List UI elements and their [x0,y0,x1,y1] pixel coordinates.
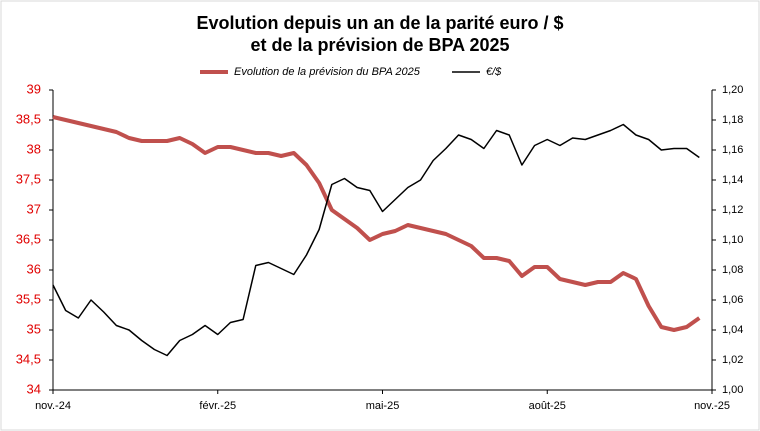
x-tick-label: nov.-24 [35,400,71,412]
x-tick-label: août-25 [529,400,566,412]
y2-tick-label: 1,16 [722,144,743,156]
x-tick-label: mai-25 [366,400,400,412]
y-tick-label: 39 [27,81,41,96]
chart-title: Evolution depuis un an de la parité euro… [196,13,563,33]
y-tick-label: 37 [27,201,41,216]
y2-tick-label: 1,18 [722,114,743,126]
y2-tick-label: 1,06 [722,294,743,306]
series-line [52,115,701,332]
y2-tick-label: 1,14 [722,174,743,186]
x-tick-label: févr.-25 [199,400,236,412]
y-tick-label: 35,5 [16,291,41,306]
y2-tick-label: 1,10 [722,234,743,246]
y-tick-label: 36 [27,261,41,276]
series-line [52,123,700,357]
y2-tick-label: 1,02 [722,354,743,366]
y2-tick-label: 1,08 [722,264,743,276]
y-tick-label: 35 [27,321,41,336]
x-tick-label: nov.-25 [694,400,730,412]
legend-label: €/$ [486,66,502,78]
y2-tick-label: 1,12 [722,204,743,216]
y-tick-label: 34,5 [16,351,41,366]
y2-tick-label: 1,00 [722,384,743,396]
legend-label: Evolution de la prévision du BPA 2025 [234,66,421,78]
y-tick-label: 36,5 [16,231,41,246]
chart-title: et de la prévision de BPA 2025 [250,35,509,55]
y-tick-label: 38 [27,141,41,156]
y2-tick-label: 1,04 [722,324,743,336]
y-tick-label: 34 [27,381,41,396]
y-tick-label: 37,5 [16,171,41,186]
y2-tick-label: 1,20 [722,84,743,96]
y-tick-label: 38,5 [16,111,41,126]
